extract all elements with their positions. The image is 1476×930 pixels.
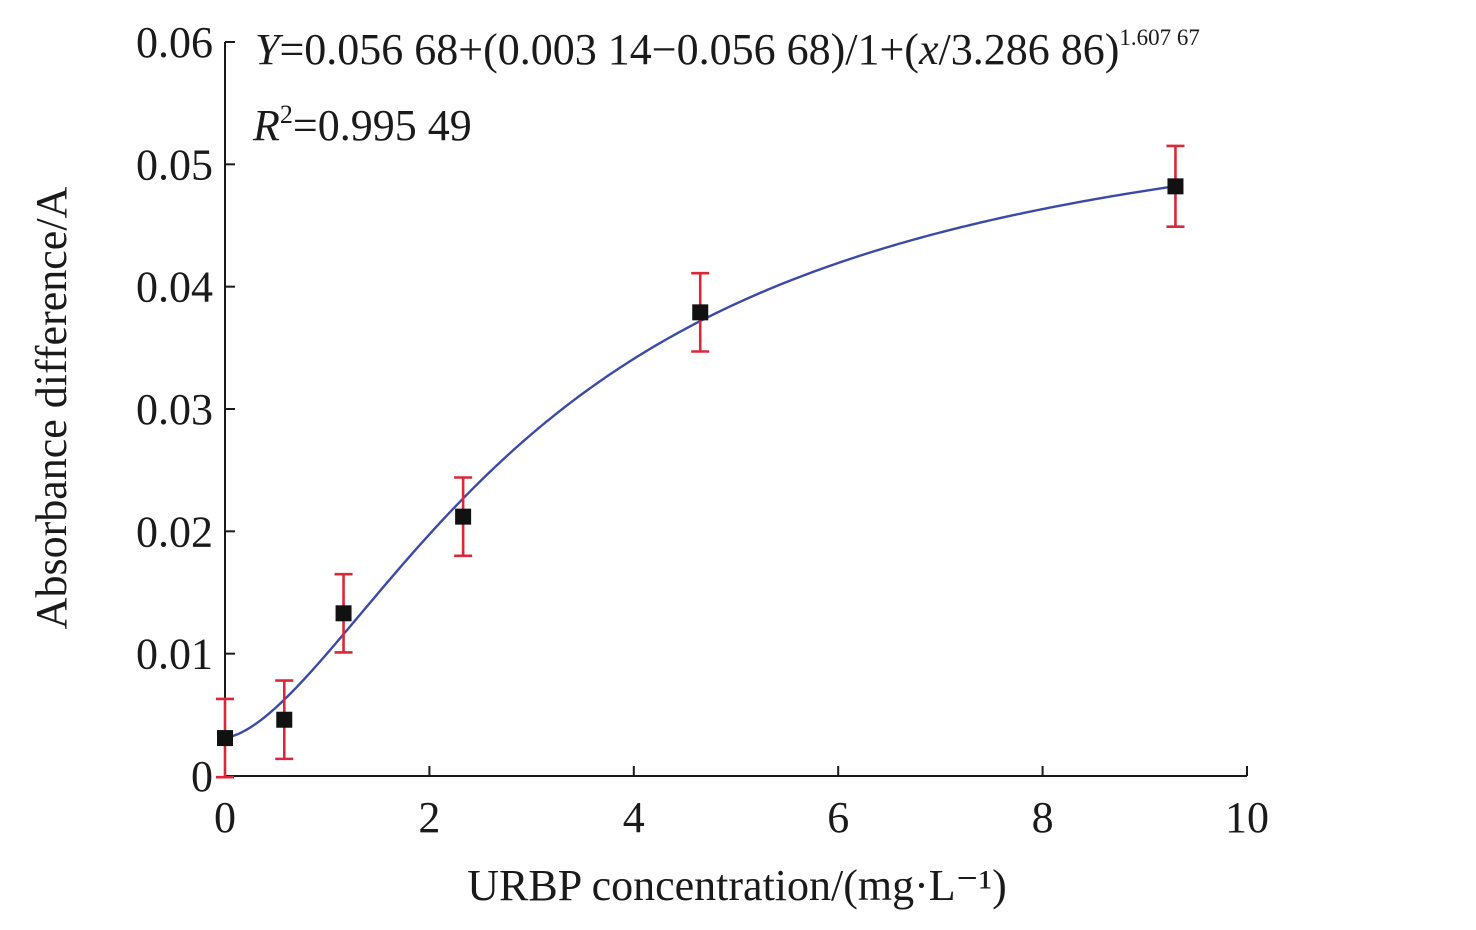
r-squared-value: =0.995 49	[293, 101, 472, 150]
y-tick-label: 0.02	[136, 507, 213, 556]
y-axis-label: Absorbance difference/A	[27, 186, 76, 629]
errorbar-layer	[216, 144, 1185, 779]
r-squared-symbol: R	[252, 101, 280, 150]
fit-equation: Y=0.056 68+(0.003 14−0.056 68)/1+(x/3.28…	[255, 25, 1200, 74]
fit-curve-line	[224, 185, 1176, 739]
x-tick-label: 2	[418, 793, 440, 842]
data-point	[276, 711, 293, 728]
x-axis-label: URBP concentration/(mg·L⁻¹)	[467, 861, 1006, 910]
x-tick-label: 10	[1225, 793, 1269, 842]
x-tick-label: 0	[214, 793, 236, 842]
r-squared: R2=0.995 49	[252, 100, 472, 150]
equation-body: =0.056 68+(0.003 14−0.056 68)/1+(	[279, 25, 918, 74]
y-tick-label: 0.01	[136, 630, 213, 679]
equation-tail: /3.286 86)	[938, 25, 1119, 74]
y-tick-label: 0.05	[136, 140, 213, 189]
equation-y-symbol: Y	[255, 25, 284, 74]
y-tick-label: 0.03	[136, 385, 213, 434]
y-tick-label: 0.06	[136, 18, 213, 67]
point-layer	[217, 178, 1184, 747]
data-point	[217, 730, 233, 747]
fit-curve-layer	[224, 185, 1176, 739]
r-squared-exponent: 2	[280, 100, 293, 129]
equation-exponent: 1.607 67	[1119, 25, 1200, 50]
data-point	[692, 304, 709, 321]
data-point	[1167, 178, 1184, 195]
y-tick-label: 0	[191, 752, 213, 801]
y-tick-label: 0.04	[136, 263, 213, 312]
x-tick-label: 6	[827, 793, 849, 842]
data-point	[455, 508, 472, 525]
equation-x-symbol: x	[918, 25, 939, 74]
axes: 0 0.01 0.02 0.03 0.04 0.05 0.06 0 2 4 6 8 10	[136, 18, 1269, 842]
data-point	[335, 605, 352, 622]
x-tick-label: 8	[1032, 793, 1054, 842]
x-tick-label: 4	[623, 793, 645, 842]
